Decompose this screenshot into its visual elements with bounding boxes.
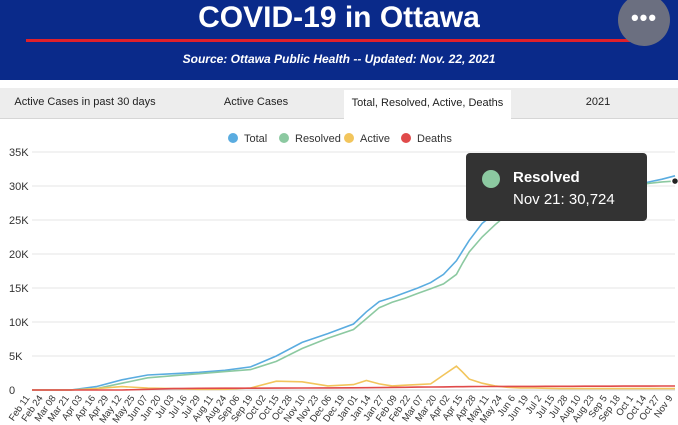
legend-label-deaths: Deaths xyxy=(417,133,452,145)
source-line: Source: Ottawa Public Health -- Updated:… xyxy=(182,52,496,66)
legend-marker-active xyxy=(344,133,354,143)
hovered-point-marker[interactable] xyxy=(670,176,678,186)
y-tick-label: 30K xyxy=(9,181,29,193)
chart-tooltip: Resolved Nov 21: 30,724 xyxy=(466,153,647,221)
y-tick-label: 15K xyxy=(9,283,29,295)
tab-active-cases-30-days[interactable]: Active Cases in past 30 days xyxy=(14,96,156,108)
tooltip-value: Nov 21: 30,724 xyxy=(513,191,615,208)
title-underline xyxy=(26,39,640,42)
page-title: COVID-19 in Ottawa xyxy=(198,1,480,34)
legend-marker-total xyxy=(228,133,238,143)
legend-label-resolved: Resolved xyxy=(295,133,341,145)
more-options-button[interactable]: ••• xyxy=(618,0,670,46)
series-line-deaths xyxy=(32,385,675,391)
tab-active-cases[interactable]: Active Cases xyxy=(223,96,289,108)
tooltip-series-name: Resolved xyxy=(513,169,580,186)
tooltip-series-dot xyxy=(482,170,500,188)
tab-bar: Active Cases in past 30 days Active Case… xyxy=(0,88,678,119)
legend-marker-resolved xyxy=(279,133,289,143)
more-horizontal-icon: ••• xyxy=(630,5,658,30)
y-tick-label: 25K xyxy=(9,215,29,227)
y-tick-label: 20K xyxy=(9,249,29,261)
y-tick-label: 35K xyxy=(9,147,29,159)
legend-label-active: Active xyxy=(360,133,390,145)
y-tick-label: 0 xyxy=(9,385,15,397)
y-tick-label: 10K xyxy=(9,317,29,329)
header-bar: COVID-19 in Ottawa Source: Ottawa Public… xyxy=(0,0,678,80)
tab-2021[interactable]: 2021 xyxy=(585,96,611,108)
legend-label-total: Total xyxy=(244,133,267,145)
tab-total-resolved-active-deaths[interactable]: Total, Resolved, Active, Deaths xyxy=(344,90,511,119)
series-line-active xyxy=(32,365,675,391)
y-tick-label: 5K xyxy=(9,351,23,363)
legend-marker-deaths xyxy=(401,133,411,143)
